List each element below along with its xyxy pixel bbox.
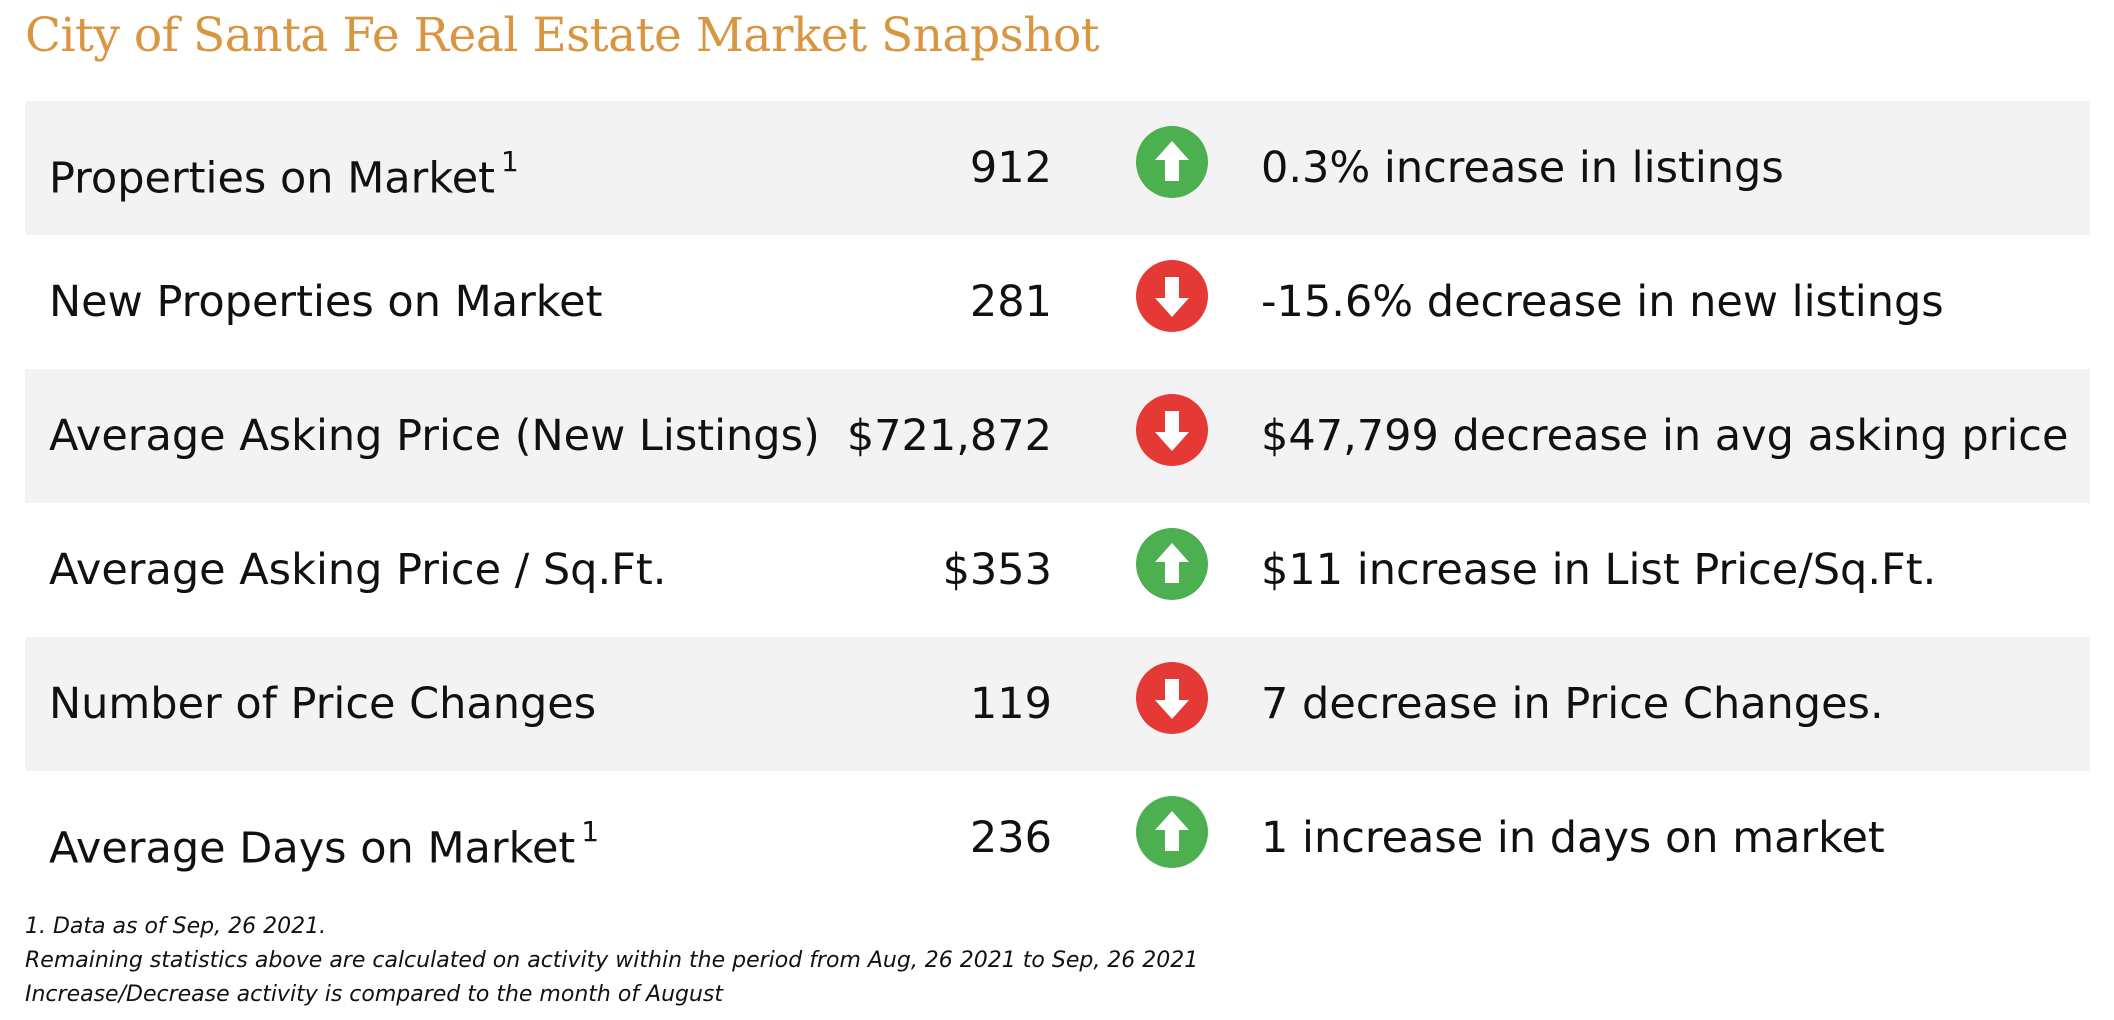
row-label: Average Asking Price (New Listings): [49, 369, 820, 503]
table-row: Properties on Market 1 912 0.3% increase …: [25, 101, 2090, 235]
footnote-marker: 1: [501, 145, 519, 178]
footnote-marker: 1: [581, 815, 600, 848]
arrow-down-icon: [1136, 662, 1208, 734]
table-row: Average Asking Price (New Listings) $721…: [25, 369, 2090, 503]
footnote-line: Increase/Decrease activity is compared t…: [25, 982, 724, 1007]
footnote-line: 1. Data as of Sep, 26 2021.: [25, 914, 327, 939]
row-change: 7 decrease in Price Changes.: [1261, 679, 1884, 729]
row-label-text: Average Days on Market: [49, 823, 576, 874]
footnotes: 1. Data as of Sep, 26 2021. Remaining st…: [25, 910, 1198, 1012]
row-label: Average Asking Price / Sq.Ft.: [49, 503, 666, 637]
table-row: Average Days on Market 1 236 1 increase i…: [25, 771, 2090, 905]
table-row: Number of Price Changes 119 7 decrease i…: [25, 637, 2090, 771]
row-value: $721,872: [846, 411, 1052, 461]
arrow-up-icon: [1136, 796, 1208, 868]
row-label: New Properties on Market: [49, 235, 602, 369]
row-label-text: Average Asking Price (New Listings): [49, 411, 820, 461]
row-value: 236: [969, 813, 1052, 863]
row-label-text: Properties on Market: [49, 153, 496, 204]
row-change: $11 increase in List Price/Sq.Ft.: [1261, 545, 1937, 595]
table-row: New Properties on Market 281 -15.6% decr…: [25, 235, 2090, 369]
row-label: Properties on Market 1: [49, 101, 519, 235]
row-value: 281: [969, 277, 1052, 327]
stats-table: Properties on Market 1 912 0.3% increase …: [25, 101, 2090, 905]
arrow-down-icon: [1136, 394, 1208, 466]
row-value: 912: [969, 143, 1052, 193]
row-value: 119: [969, 679, 1052, 729]
table-row: Average Asking Price / Sq.Ft. $353 $11 i…: [25, 503, 2090, 637]
row-change: 0.3% increase in listings: [1261, 143, 1784, 193]
row-value: $353: [942, 545, 1052, 595]
row-label: Average Days on Market 1: [49, 771, 599, 905]
row-label: Number of Price Changes: [49, 637, 596, 771]
row-label-text: New Properties on Market: [49, 277, 603, 327]
row-change: -15.6% decrease in new listings: [1261, 277, 1944, 327]
arrow-down-icon: [1136, 260, 1208, 332]
footnote-line: Remaining statistics above are calculate…: [25, 948, 1199, 973]
row-change: $47,799 decrease in avg asking price: [1261, 411, 2069, 461]
arrow-up-icon: [1136, 528, 1208, 600]
row-change: 1 increase in days on market: [1261, 813, 1885, 863]
arrow-up-icon: [1136, 126, 1208, 198]
page-title: City of Santa Fe Real Estate Market Snap…: [25, 8, 1100, 63]
row-label-text: Number of Price Changes: [49, 679, 597, 729]
row-label-text: Average Asking Price / Sq.Ft.: [49, 545, 667, 595]
